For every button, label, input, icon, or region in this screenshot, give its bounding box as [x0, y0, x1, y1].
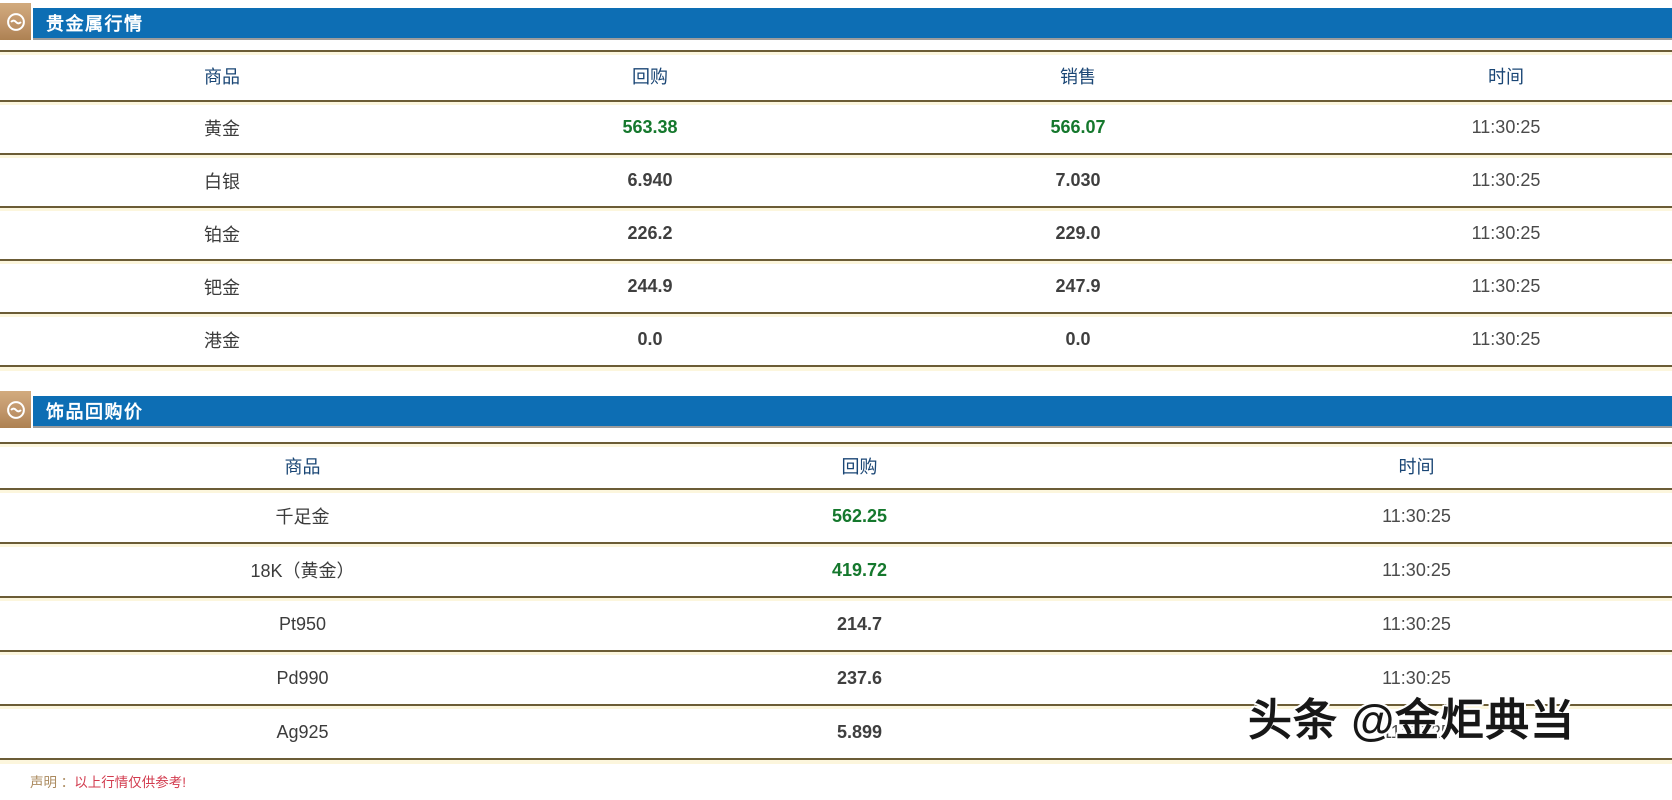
jewelry-header-row: 商品 回购 时间	[0, 442, 1672, 488]
quote-time: 11:30:25	[1471, 276, 1541, 296]
section-title-bar: 饰品回购价	[33, 396, 1672, 428]
sell-price: 566.07	[1050, 117, 1106, 137]
product-name: 千足金	[275, 507, 330, 527]
sell-price: 0.0	[1065, 329, 1091, 349]
buyback-price: 244.9	[627, 276, 673, 296]
metals-header-row: 商品 回购 销售 时间	[0, 50, 1672, 100]
table-row-hk-gold: 港金 0.0 0.0 11:30:25	[0, 312, 1672, 365]
table-row-18k-gold: 18K（黄金） 419.72 11:30:25	[0, 542, 1672, 596]
disclaimer-label: 声明 ：	[30, 775, 75, 790]
metals-table: 商品 回购 销售 时间 黄金 563.38 566.07 11:30:25 白银…	[0, 50, 1672, 371]
coin-icon	[0, 391, 31, 428]
table-row-pt950: Pt950 214.7 11:30:25	[0, 596, 1672, 650]
buyback-price: 562.25	[831, 505, 888, 526]
quote-time: 11:30:25	[1382, 721, 1451, 742]
product-name: 白银	[204, 171, 240, 192]
table-bottom-border	[0, 758, 1672, 764]
table-row-silver: 白银 6.940 7.030 11:30:25	[0, 153, 1672, 206]
col-header-product: 商品	[204, 67, 240, 87]
product-name: Pt950	[278, 613, 327, 634]
section-header-metals: 贵金属行情	[0, 3, 1672, 40]
section-title: 饰品回购价	[46, 402, 144, 422]
product-name: 铂金	[204, 224, 240, 245]
jewelry-table: 商品 回购 时间 千足金 562.25 11:30:25 18K（黄金） 419…	[0, 442, 1672, 764]
section-header-jewelry: 饰品回购价	[0, 391, 1672, 428]
buyback-price: 563.38	[622, 117, 678, 137]
sell-price: 7.030	[1055, 170, 1101, 190]
sell-price: 229.0	[1055, 223, 1101, 243]
buyback-price: 237.6	[836, 667, 883, 688]
quote-time: 11:30:25	[1471, 170, 1541, 190]
table-row-palladium: 钯金 244.9 247.9 11:30:25	[0, 259, 1672, 312]
product-name: Pd990	[276, 667, 329, 688]
product-name: Ag925	[276, 721, 329, 742]
quote-time: 11:30:25	[1382, 613, 1451, 634]
quote-time: 11:30:25	[1382, 559, 1451, 580]
col-header-buyback: 回购	[632, 67, 668, 87]
quote-time: 11:30:25	[1471, 329, 1541, 349]
toutiao-watermark: 头条 @金炬典当	[1248, 696, 1576, 745]
quote-time: 11:30:25	[1471, 117, 1541, 137]
quote-time: 11:30:25	[1382, 667, 1451, 688]
col-header-product: 商品	[284, 457, 321, 477]
buyback-price: 0.0	[637, 329, 663, 349]
buyback-price: 6.940	[627, 170, 673, 190]
table-row-gold: 黄金 563.38 566.07 11:30:25	[0, 100, 1672, 153]
col-header-buyback: 回购	[841, 457, 878, 477]
table-row-pure-gold: 千足金 562.25 11:30:25	[0, 488, 1672, 542]
buyback-price: 419.72	[831, 559, 888, 580]
buyback-price: 226.2	[627, 223, 673, 243]
table-row-ag925: Ag925 5.899 11:30:25	[0, 704, 1672, 758]
col-header-sell: 销售	[1060, 67, 1096, 87]
section-title-bar: 贵金属行情	[33, 8, 1672, 40]
table-row-platinum: 铂金 226.2 229.0 11:30:25	[0, 206, 1672, 259]
buyback-price: 5.899	[836, 721, 883, 742]
product-name: 港金	[204, 330, 240, 351]
quote-time: 11:30:25	[1382, 505, 1451, 526]
disclaimer: 声明 ：以上行情仅供参考!	[30, 771, 186, 791]
product-name: 18K（黄金）	[250, 561, 355, 581]
sell-price: 247.9	[1055, 276, 1101, 296]
buyback-price: 214.7	[836, 613, 883, 634]
quote-time: 11:30:25	[1471, 223, 1541, 243]
product-name: 钯金	[204, 277, 240, 298]
table-bottom-border	[0, 365, 1672, 371]
table-row-pd990: Pd990 237.6 11:30:25	[0, 650, 1672, 704]
col-header-time: 时间	[1398, 457, 1435, 477]
section-title: 贵金属行情	[46, 14, 144, 34]
coin-icon	[0, 3, 31, 40]
col-header-time: 时间	[1488, 67, 1524, 87]
product-name: 黄金	[204, 118, 240, 139]
disclaimer-text: 以上行情仅供参考!	[74, 775, 187, 790]
